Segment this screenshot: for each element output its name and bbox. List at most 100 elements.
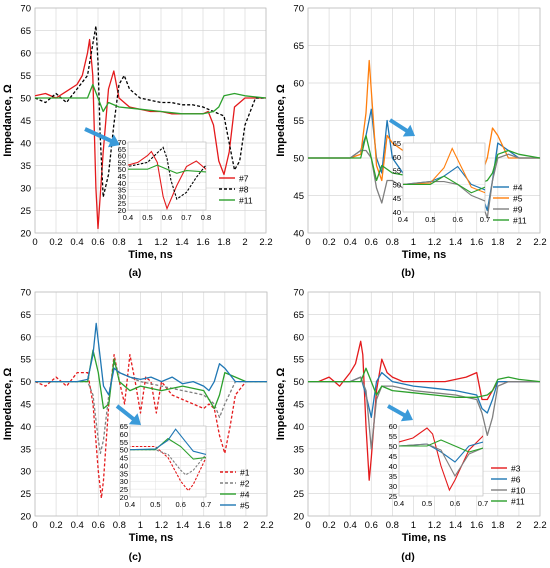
x-tick-label: 0 (32, 520, 37, 531)
y-tick-label: 30 (20, 184, 31, 195)
inset-y-tick-label: 50 (118, 165, 126, 174)
legend-label: #11 (239, 196, 253, 206)
x-tick-label: 0.8 (386, 237, 399, 248)
y-tick-label: 50 (293, 377, 304, 388)
inset-frame (402, 142, 486, 213)
x-tick-label: 0.8 (386, 520, 399, 531)
y-tick-label: 20 (20, 229, 31, 240)
chart-panel-1: 40 45 50 55 60 65 70 0 0.2 0.4 0.6 0.8 1 1.2 1.4 1.6 1.8… (275, 4, 547, 280)
y-tick-label: 55 (20, 71, 31, 82)
y-tick-label: 40 (20, 139, 31, 150)
y-tick-label: 65 (293, 41, 304, 52)
legend-label: #2 (240, 479, 250, 489)
series-line-3 (308, 340, 540, 481)
y-tick-label: 50 (20, 377, 31, 388)
x-tick-label: 0.6 (365, 520, 378, 531)
y-tick-label: 50 (20, 94, 31, 105)
inset-y-tick-label: 60 (120, 430, 128, 439)
series-line-6 (308, 371, 540, 419)
plot-frame (307, 291, 541, 517)
x-tick-label: 0.6 (92, 520, 105, 531)
series-line-1 (35, 354, 267, 499)
y-axis-label: Impedance, Ω (275, 368, 287, 441)
x-tick-label: 2.2 (260, 520, 273, 531)
x-tick-label: 0.2 (49, 520, 62, 531)
inset-y-tick-label: 45 (389, 452, 397, 461)
legend-label: #3 (511, 464, 521, 474)
inset-x-tick-label: 0.4 (125, 500, 135, 509)
x-tick-label: 1.6 (197, 520, 210, 531)
inset-y-tick-label: 60 (389, 422, 397, 431)
inset-series-line-9 (403, 181, 485, 202)
x-tick-label: 1.6 (470, 237, 483, 248)
x-tick-label: 1.2 (155, 520, 168, 531)
x-tick-label: 1.2 (428, 520, 441, 531)
inset-y-tick-label: 35 (120, 469, 128, 478)
y-tick-label: 45 (20, 400, 31, 411)
zoom-arrow (84, 127, 116, 145)
inset-series-line-5 (403, 147, 485, 194)
inset-y-tick-label: 55 (120, 438, 128, 447)
inset-x-tick-label: 0.5 (142, 213, 152, 222)
inset-x-tick-label: 0.4 (398, 215, 408, 224)
plot-frame (34, 7, 267, 234)
inset-x-tick-label: 0.6 (452, 215, 462, 224)
y-tick-label: 35 (20, 161, 31, 172)
x-tick-label: 2.2 (533, 237, 546, 248)
x-tick-label: 2 (242, 237, 247, 248)
x-tick-label: 1 (411, 520, 416, 531)
inset-y-tick-label: 55 (393, 167, 401, 176)
y-tick-label: 40 (293, 422, 304, 433)
inset-y-tick-label: 55 (118, 158, 126, 167)
inset-y-tick-label: 60 (393, 153, 401, 162)
zoom-arrow-head (402, 124, 415, 137)
y-axis-label: Impedance, Ω (2, 84, 14, 157)
y-tick-label: 45 (293, 191, 304, 202)
inset-x-tick-label: 0.7 (478, 499, 488, 508)
inset-y-tick-label: 40 (118, 179, 126, 188)
inset-frame (129, 425, 207, 498)
y-tick-label: 60 (293, 332, 304, 343)
x-tick-label: 2 (243, 520, 248, 531)
inset-x-tick-label: 0.7 (201, 500, 211, 509)
inset-y-tick-label: 30 (389, 482, 397, 491)
x-tick-label: 1.8 (218, 520, 231, 531)
inset-y-tick-label: 50 (120, 446, 128, 455)
x-axis-label: Time, ns (129, 532, 173, 544)
inset-y-tick-label: 30 (118, 192, 126, 201)
inset-x-tick-label: 0.5 (422, 499, 432, 508)
x-tick-label: 2.2 (259, 237, 272, 248)
inset-y-tick-label: 20 (118, 206, 126, 215)
y-tick-label: 70 (20, 288, 31, 299)
legend-label: #7 (239, 174, 249, 184)
inset-series-line-11 (403, 175, 485, 194)
inset-series-line-3 (399, 427, 483, 492)
y-tick-label: 30 (293, 467, 304, 478)
y-tick-label: 40 (20, 422, 31, 433)
y-tick-label: 35 (293, 444, 304, 455)
x-axis-label: Time, ns (402, 532, 446, 544)
x-tick-label: 0.2 (322, 237, 335, 248)
inset-y-tick-label: 65 (118, 145, 126, 154)
inset-y-tick-label: 35 (389, 472, 397, 481)
inset-y-tick-label: 25 (118, 199, 126, 208)
plot-frame (307, 7, 541, 234)
inset-x-tick-label: 0.5 (425, 215, 435, 224)
x-tick-label: 1.2 (428, 237, 441, 248)
inset-y-tick-label: 50 (393, 180, 401, 189)
legend-label: #4 (513, 183, 523, 193)
y-tick-label: 35 (20, 444, 31, 455)
series-line-5 (35, 322, 267, 396)
inset-y-tick-label: 50 (389, 442, 397, 451)
y-tick-label: 45 (293, 400, 304, 411)
inset-x-tick-label: 0.6 (162, 213, 172, 222)
inset-series-line-5 (130, 428, 206, 455)
inset-y-tick-label: 40 (393, 208, 401, 217)
legend-label: #6 (511, 475, 521, 485)
inset-series-line-11 (128, 164, 206, 174)
legend-label: #4 (240, 490, 250, 500)
x-axis-label: Time, ns (128, 249, 172, 261)
inset-background (403, 143, 485, 212)
inset-x-tick-label: 0.7 (181, 213, 191, 222)
x-tick-label: 0.4 (344, 237, 357, 248)
